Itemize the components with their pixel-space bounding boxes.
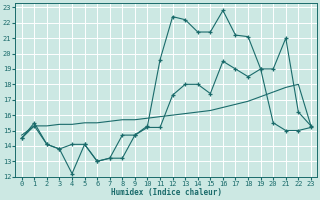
- X-axis label: Humidex (Indice chaleur): Humidex (Indice chaleur): [111, 188, 222, 197]
